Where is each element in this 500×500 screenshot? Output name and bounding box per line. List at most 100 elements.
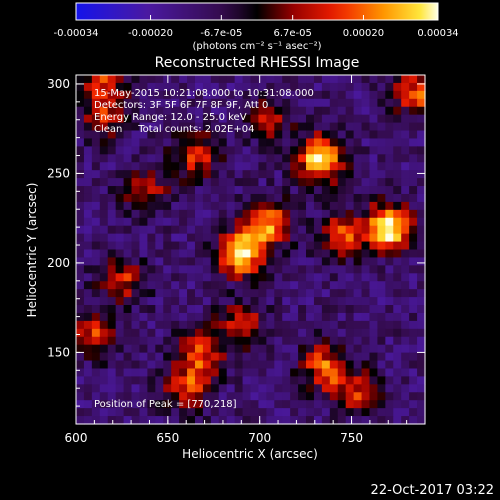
colorbar-tick-label: -0.00034 <box>54 28 99 39</box>
heatmap-pixel <box>131 320 141 330</box>
heatmap-pixel <box>313 193 323 203</box>
heatmap-pixel <box>155 297 164 306</box>
heatmap-pixel <box>147 384 156 393</box>
heatmap-pixel <box>234 130 244 140</box>
heatmap-pixel <box>409 273 418 282</box>
heatmap-pixel <box>361 233 371 243</box>
heatmap-pixel <box>274 328 283 338</box>
heatmap-pixel <box>226 305 236 314</box>
heatmap-pixel <box>266 209 275 219</box>
heatmap-pixel <box>123 344 133 354</box>
heatmap-pixel <box>187 344 196 354</box>
heatmap-pixel <box>409 138 418 147</box>
heatmap-pixel <box>401 122 410 132</box>
heatmap-pixel <box>226 408 236 417</box>
heatmap-pixel <box>385 241 394 251</box>
heatmap-pixel <box>131 209 141 219</box>
heatmap-pixel <box>258 384 267 393</box>
heatmap-pixel <box>377 265 386 274</box>
heatmap-pixel <box>210 154 220 163</box>
heatmap-pixel <box>202 162 212 171</box>
heatmap-pixel <box>313 225 323 235</box>
heatmap-pixel <box>179 106 188 116</box>
heatmap-pixel <box>155 344 164 354</box>
heatmap-pixel <box>171 122 180 132</box>
heatmap-pixel <box>361 154 371 163</box>
heatmap-pixel <box>321 186 331 195</box>
heatmap-pixel <box>385 408 394 417</box>
heatmap-pixel <box>345 312 355 322</box>
heatmap-pixel <box>250 90 260 100</box>
heatmap-pixel <box>171 90 180 100</box>
heatmap-pixel <box>187 122 196 132</box>
heatmap-pixel <box>202 249 212 259</box>
heatmap-pixel <box>131 106 141 116</box>
heatmap-pixel <box>107 193 117 203</box>
heatmap-pixel <box>337 392 347 401</box>
heatmap-pixel <box>139 122 148 132</box>
heatmap-pixel <box>179 352 188 362</box>
heatmap-pixel <box>234 297 244 306</box>
heatmap-pixel <box>385 170 394 179</box>
heatmap-pixel <box>321 336 331 346</box>
heatmap-pixel <box>107 328 117 338</box>
heatmap-pixel <box>76 368 85 378</box>
heatmap-pixel <box>250 217 260 227</box>
heatmap-pixel <box>218 305 228 314</box>
heatmap-pixel <box>329 122 339 132</box>
heatmap-pixel <box>409 400 418 409</box>
heatmap-pixel <box>210 352 220 362</box>
heatmap-pixel <box>242 320 252 330</box>
heatmap-pixel <box>76 352 85 362</box>
heatmap-pixel <box>83 201 93 211</box>
heatmap-pixel <box>242 392 252 401</box>
heatmap-pixel <box>282 162 291 171</box>
heatmap-pixel <box>83 241 93 251</box>
heatmap-pixel <box>409 241 418 251</box>
heatmap-pixel <box>377 130 386 140</box>
heatmap-pixel <box>171 154 180 163</box>
heatmap-pixel <box>76 209 85 219</box>
heatmap-pixel <box>139 344 148 354</box>
heatmap-pixel <box>313 209 323 219</box>
heatmap-pixel <box>171 376 180 385</box>
heatmap-pixel <box>210 368 220 378</box>
heatmap-pixel <box>218 392 228 401</box>
heatmap-pixel <box>234 312 244 322</box>
heatmap-pixel <box>202 130 212 140</box>
heatmap-pixel <box>345 178 355 187</box>
heatmap-pixel <box>337 376 347 385</box>
heatmap-pixel <box>147 408 156 417</box>
heatmap-pixel <box>218 138 228 147</box>
heatmap-pixel <box>345 281 355 290</box>
heatmap-pixel <box>401 368 410 378</box>
heatmap-pixel <box>163 178 172 187</box>
heatmap-pixel <box>179 368 188 378</box>
heatmap-pixel <box>76 297 85 306</box>
heatmap-pixel <box>155 392 164 401</box>
heatmap-pixel <box>171 146 180 155</box>
heatmap-pixel <box>226 360 236 370</box>
heatmap-pixel <box>329 186 339 195</box>
heatmap-pixel <box>306 162 315 171</box>
heatmap-pixel <box>258 106 267 116</box>
heatmap-pixel <box>115 75 125 84</box>
heatmap-pixel <box>393 265 402 274</box>
heatmap-pixel <box>226 114 236 124</box>
heatmap-pixel <box>123 154 133 163</box>
heatmap-pixel <box>163 90 172 100</box>
heatmap-pixel <box>377 384 386 393</box>
heatmap-pixel <box>282 416 291 425</box>
heatmap-pixel <box>91 217 101 227</box>
heatmap-pixel <box>131 344 141 354</box>
heatmap-pixel <box>250 320 260 330</box>
heatmap-pixel <box>361 130 371 140</box>
heatmap-pixel <box>187 384 196 393</box>
heatmap-pixel <box>290 138 299 147</box>
heatmap-pixel <box>377 408 386 417</box>
heatmap-pixel <box>274 98 283 108</box>
heatmap-pixel <box>202 186 212 195</box>
heatmap-pixel <box>409 352 418 362</box>
heatmap-pixel <box>99 265 109 274</box>
heatmap-pixel <box>187 146 196 155</box>
